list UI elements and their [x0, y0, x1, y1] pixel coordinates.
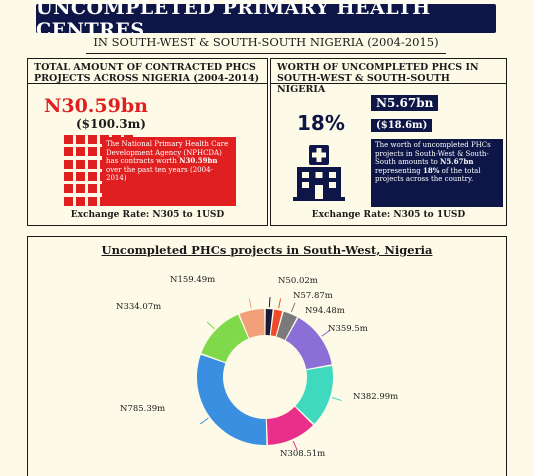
slice-label: N94.48m [305, 306, 345, 316]
nphcda-note-text-2: over the past ten years (2004-2014) [106, 165, 213, 183]
nphcda-note: The National Primary Health Care Develop… [102, 137, 236, 206]
hospital-icon [293, 145, 345, 201]
slice-leader-line [199, 417, 209, 425]
uncompleted-amount-naira: N5.67bn [371, 95, 439, 111]
page-title: UNCOMPLETED PRIMARY HEALTH CENTRES [36, 0, 496, 41]
uncompleted-note-bold-2: 18% [422, 165, 440, 175]
total-contracts-panel: TOTAL AMOUNT OF CONTRACTED PHCs PROJECTS… [27, 58, 268, 226]
slice-label: N57.87m [293, 291, 333, 301]
slice-leader-line [290, 302, 296, 313]
uncompleted-note-bold-1: N5.67bn [440, 157, 474, 167]
chart-title: Uncompleted PHCs projects in South-West,… [101, 243, 433, 257]
total-contracts-heading: TOTAL AMOUNT OF CONTRACTED PHCs PROJECTS… [28, 59, 267, 84]
donut-slice [270, 309, 283, 337]
slice-leader-line [321, 329, 331, 337]
slice-label: N159.49m [170, 275, 215, 285]
slice-label: N50.02m [278, 276, 318, 286]
donut-slice [276, 311, 298, 340]
donut-slice [295, 365, 333, 424]
donut-slice [265, 309, 273, 336]
donut-chart: N50.02m N57.87m N94.48m N359.5m N382.99m N308… [116, 275, 398, 459]
donut-slice [201, 314, 249, 363]
slice-leader-line [278, 298, 282, 309]
donut-slice [197, 354, 267, 445]
slice-label: N359.5m [328, 324, 368, 334]
slice-label: N785.39m [120, 404, 165, 414]
slice-leader-line [331, 397, 342, 402]
nphcda-note-bold: N30.59bn [179, 156, 218, 166]
nphcda-note-text-1: The National Primary Health Care Develop… [106, 140, 229, 166]
slice-label: N334.07m [116, 302, 161, 312]
slice-leader-line [292, 440, 298, 451]
exchange-rate-right: Exchange Rate: N305 to 1USD [311, 210, 466, 220]
page-subtitle: IN SOUTH-WEST & SOUTH-SOUTH NIGERIA (200… [86, 35, 446, 54]
uncompleted-note-text-1: The worth of uncompleted PHCs projects i… [375, 141, 491, 167]
uncompleted-note-text-3: of the total projects across the country… [375, 166, 481, 184]
uncompleted-worth-panel: WORTH OF UNCOMPLETED PHCs IN SOUTH-WEST … [270, 58, 507, 226]
donut-slice [285, 317, 332, 370]
slice-leader-line [268, 297, 271, 308]
uncompleted-note-text-2: representing [375, 166, 423, 175]
total-amount-naira: N30.59bn [44, 95, 148, 117]
slice-label: N382.99m [353, 392, 398, 402]
donut-slice [239, 309, 265, 339]
uncompleted-percent: 18% [297, 111, 345, 135]
slice-label: N308.51m [280, 449, 325, 459]
uncompleted-worth-heading: WORTH OF UNCOMPLETED PHCs IN SOUTH-WEST … [271, 59, 506, 95]
uncompleted-note: The worth of uncompleted PHCs projects i… [371, 139, 503, 207]
uncompleted-amount-usd: ($18.6m) [371, 119, 433, 132]
south-west-chart-panel: Uncompleted PHCs projects in South-West,… [27, 236, 507, 476]
slice-leader-line [248, 298, 252, 309]
slice-leader-line [206, 321, 215, 330]
exchange-rate-left: Exchange Rate: N305 to 1USD [70, 210, 225, 220]
total-amount-usd: ($100.3m) [76, 117, 146, 131]
donut-slice [266, 406, 314, 445]
